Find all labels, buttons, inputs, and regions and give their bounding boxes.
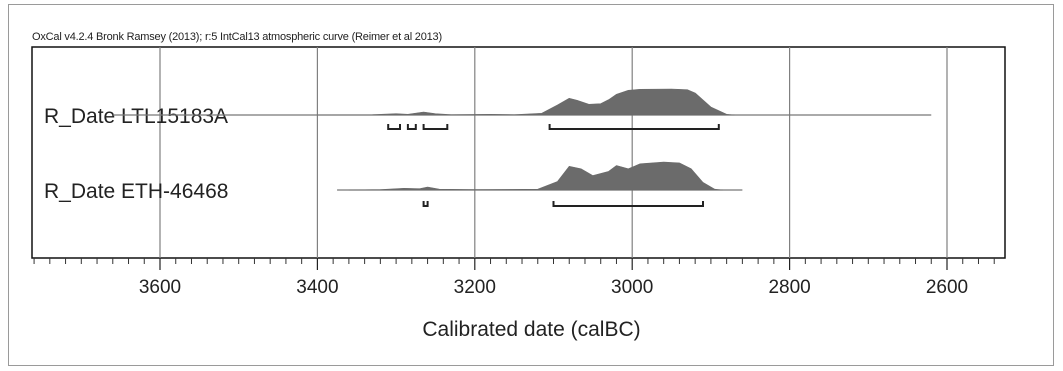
x-axis: 3600 3400 3200 3000 2800 2600 [33, 258, 995, 298]
grid-lines [159, 47, 948, 258]
series-1-label: R_Date LTL15183A [44, 105, 228, 128]
tick-label-3600: 3600 [139, 277, 181, 298]
series-1-range-bracket [422, 124, 449, 130]
series-1-range-bracket [406, 124, 417, 130]
tick-label-2800: 2800 [768, 277, 810, 298]
tick-label-2600: 2600 [926, 277, 968, 298]
tick-label-3400: 3400 [296, 277, 338, 298]
tick-label-3200: 3200 [454, 277, 496, 298]
tick-label-3000: 3000 [611, 277, 653, 298]
series-2-range-bracket [422, 201, 429, 207]
figure-frame [8, 4, 1054, 366]
plot-area-border [31, 46, 1006, 259]
series-group: R_Date LTL15183A R_Date ETH-46468 [44, 88, 932, 207]
series-2-label: R_Date ETH-46468 [44, 180, 228, 203]
x-axis-label: Calibrated date (calBC) [422, 318, 641, 341]
series-1-range-bracket [387, 124, 401, 130]
series-1-range-bracket [548, 124, 720, 130]
series-1-distribution [317, 88, 735, 116]
series-2-distribution [348, 161, 723, 191]
chart-title: OxCal v4.2.4 Bronk Ramsey (2013); r:5 In… [32, 31, 442, 43]
series-2-range-bracket [552, 201, 704, 207]
